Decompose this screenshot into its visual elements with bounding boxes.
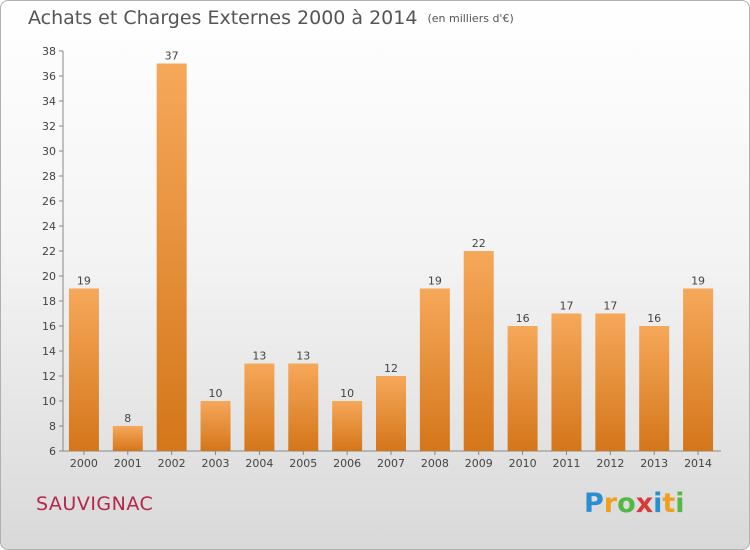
logo-letter: t	[662, 488, 676, 519]
data-label-2001: 8	[124, 412, 131, 425]
bar-2009	[463, 251, 494, 451]
y-tick-label: 22	[42, 245, 56, 258]
logo-letter: o	[617, 488, 636, 519]
y-tick-label: 38	[42, 45, 56, 58]
x-tick-label: 2003	[202, 457, 230, 470]
data-label-2013: 16	[647, 312, 661, 325]
bar-2000	[68, 288, 99, 451]
y-tick-label: 20	[42, 270, 56, 283]
data-label-2011: 17	[559, 300, 573, 313]
logo-letter: i	[653, 488, 663, 519]
y-tick-label: 10	[42, 395, 56, 408]
y-tick-label: 6	[49, 445, 56, 458]
x-tick-label: 2004	[245, 457, 273, 470]
x-tick-label: 2009	[465, 457, 493, 470]
x-tick-label: 2008	[421, 457, 449, 470]
y-tick-label: 28	[42, 170, 56, 183]
x-tick-label: 2000	[70, 457, 98, 470]
bar-2008	[419, 288, 450, 451]
bar-2005	[288, 363, 319, 451]
y-tick-label: 8	[49, 420, 56, 433]
bar-2014	[683, 288, 714, 451]
data-label-2014: 19	[691, 275, 705, 288]
y-tick-label: 16	[42, 320, 56, 333]
proxiti-logo: Proxiti	[584, 488, 685, 519]
y-tick-label: 34	[42, 95, 56, 108]
bar-2007	[376, 376, 406, 451]
x-tick-label: 2007	[377, 457, 405, 470]
x-tick-label: 2013	[640, 457, 668, 470]
bar-2013	[639, 326, 670, 451]
logo-letter: P	[584, 488, 604, 519]
data-label-2006: 10	[340, 387, 354, 400]
y-tick-label: 30	[42, 145, 56, 158]
bar-2012	[595, 313, 626, 451]
x-tick-label: 2010	[509, 457, 537, 470]
data-label-2004: 13	[252, 350, 266, 363]
commune-name: SAUVIGNAC	[36, 493, 154, 515]
y-tick-label: 12	[42, 370, 56, 383]
bar-2004	[244, 363, 275, 451]
chart-title: Achats et Charges Externes 2000 à 2014 (e…	[28, 7, 514, 29]
bar-2002	[156, 63, 187, 451]
bar-2001	[112, 426, 143, 451]
bar-2003	[200, 401, 231, 451]
data-label-2008: 19	[428, 275, 442, 288]
chart-unit: (en milliers d'€)	[427, 12, 514, 25]
y-tick-label: 14	[42, 345, 56, 358]
bar-2010	[507, 326, 538, 451]
x-tick-label: 2006	[333, 457, 361, 470]
bar-2006	[332, 401, 363, 451]
x-tick-label: 2011	[552, 457, 580, 470]
x-tick-label: 2001	[114, 457, 142, 470]
x-tick-label: 2012	[596, 457, 624, 470]
data-label-2002: 37	[165, 50, 179, 63]
data-label-2010: 16	[516, 312, 530, 325]
data-label-2000: 19	[77, 275, 91, 288]
y-tick-label: 24	[42, 220, 56, 233]
data-label-2012: 17	[603, 300, 617, 313]
y-tick-label: 26	[42, 195, 56, 208]
logo-letter: x	[635, 488, 654, 519]
x-tick-label: 2005	[289, 457, 317, 470]
chart-title-text: Achats et Charges Externes 2000 à 2014	[28, 7, 418, 29]
data-label-2009: 22	[472, 237, 486, 250]
y-tick-label: 32	[42, 120, 56, 133]
logo-letter: i	[675, 488, 685, 519]
logo-letter: r	[603, 488, 618, 519]
bar-2011	[551, 313, 582, 451]
data-label-2007: 12	[384, 362, 398, 375]
y-tick-label: 18	[42, 295, 56, 308]
x-tick-label: 2002	[158, 457, 186, 470]
x-tick-label: 2014	[684, 457, 712, 470]
y-tick-label: 36	[42, 70, 56, 83]
data-label-2003: 10	[209, 387, 223, 400]
data-label-2005: 13	[296, 350, 310, 363]
